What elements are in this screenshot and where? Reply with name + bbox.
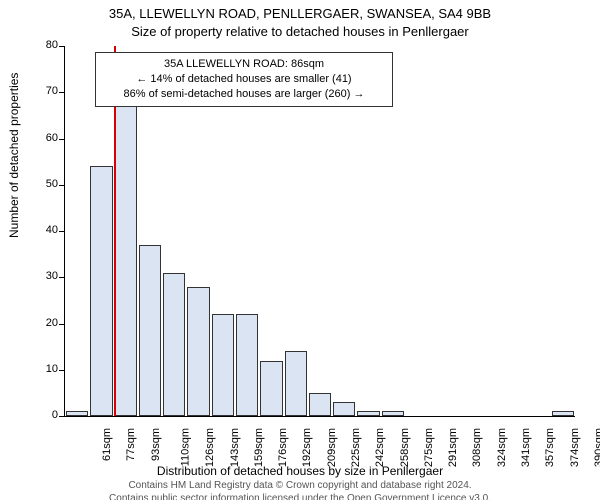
histogram-bar (212, 314, 234, 416)
xtick-label: 77sqm (125, 428, 137, 461)
histogram-bar (90, 166, 112, 416)
ytick-label: 20 (30, 317, 58, 329)
ytick-mark (59, 231, 64, 232)
ytick-label: 10 (30, 363, 58, 375)
footer-line1: Contains HM Land Registry data © Crown c… (0, 480, 600, 493)
xtick-label: 308sqm (472, 428, 484, 467)
ytick-label: 70 (30, 85, 58, 97)
xtick-label: 225sqm (350, 428, 362, 467)
ytick-label: 50 (30, 178, 58, 190)
xtick-label: 275sqm (423, 428, 435, 467)
xtick-label: 357sqm (544, 428, 556, 467)
histogram-bar (236, 314, 258, 416)
xtick-label: 390sqm (593, 428, 600, 467)
xtick-label: 143sqm (229, 428, 241, 467)
xtick-label: 258sqm (399, 428, 411, 467)
ytick-label: 0 (30, 409, 58, 421)
histogram-bar (309, 393, 331, 416)
x-axis-label: Distribution of detached houses by size … (0, 464, 600, 478)
histogram-bar (115, 92, 137, 416)
xtick-label: 242sqm (374, 428, 386, 467)
histogram-bar (552, 411, 574, 416)
histogram-bar (260, 361, 282, 417)
xtick-label: 374sqm (569, 428, 581, 467)
ytick-mark (59, 139, 64, 140)
histogram-bar (357, 411, 379, 416)
ytick-label: 40 (30, 224, 58, 236)
ytick-label: 30 (30, 270, 58, 282)
ytick-mark (59, 416, 64, 417)
y-axis-label: Number of detached properties (7, 222, 21, 238)
histogram-bar (382, 411, 404, 416)
xtick-label: 159sqm (253, 428, 265, 467)
info-box: 35A LLEWELLYN ROAD: 86sqm ← 14% of detac… (95, 52, 393, 107)
xtick-label: 324sqm (496, 428, 508, 467)
ytick-mark (59, 370, 64, 371)
info-box-line1: 35A LLEWELLYN ROAD: 86sqm (104, 57, 384, 72)
info-box-line2: ← 14% of detached houses are smaller (41… (104, 72, 384, 87)
xtick-label: 126sqm (204, 428, 216, 467)
xtick-label: 176sqm (277, 428, 289, 467)
footer-line2: Contains public sector information licen… (0, 493, 600, 500)
ytick-label: 80 (30, 39, 58, 51)
histogram-bar (139, 245, 161, 416)
xtick-label: 341sqm (520, 428, 532, 467)
ytick-mark (59, 277, 64, 278)
xtick-label: 61sqm (101, 428, 113, 461)
title-main: 35A, LLEWELLYN ROAD, PENLLERGAER, SWANSE… (0, 6, 600, 21)
xtick-label: 209sqm (326, 428, 338, 467)
ytick-mark (59, 92, 64, 93)
histogram-bar (187, 287, 209, 417)
xtick-label: 93sqm (150, 428, 162, 461)
plot-area: 35A LLEWELLYN ROAD: 86sqm ← 14% of detac… (64, 46, 575, 417)
histogram-bar (285, 351, 307, 416)
histogram-bar (333, 402, 355, 416)
histogram-bar (163, 273, 185, 416)
xtick-label: 192sqm (302, 428, 314, 467)
xtick-label: 291sqm (447, 428, 459, 467)
ytick-mark (59, 185, 64, 186)
ytick-label: 60 (30, 132, 58, 144)
footer-attribution: Contains HM Land Registry data © Crown c… (0, 480, 600, 500)
info-box-line3: 86% of semi-detached houses are larger (… (104, 87, 384, 102)
histogram-bar (66, 411, 88, 416)
ytick-mark (59, 324, 64, 325)
ytick-mark (59, 46, 64, 47)
title-sub: Size of property relative to detached ho… (0, 24, 600, 39)
xtick-label: 110sqm (179, 428, 191, 466)
